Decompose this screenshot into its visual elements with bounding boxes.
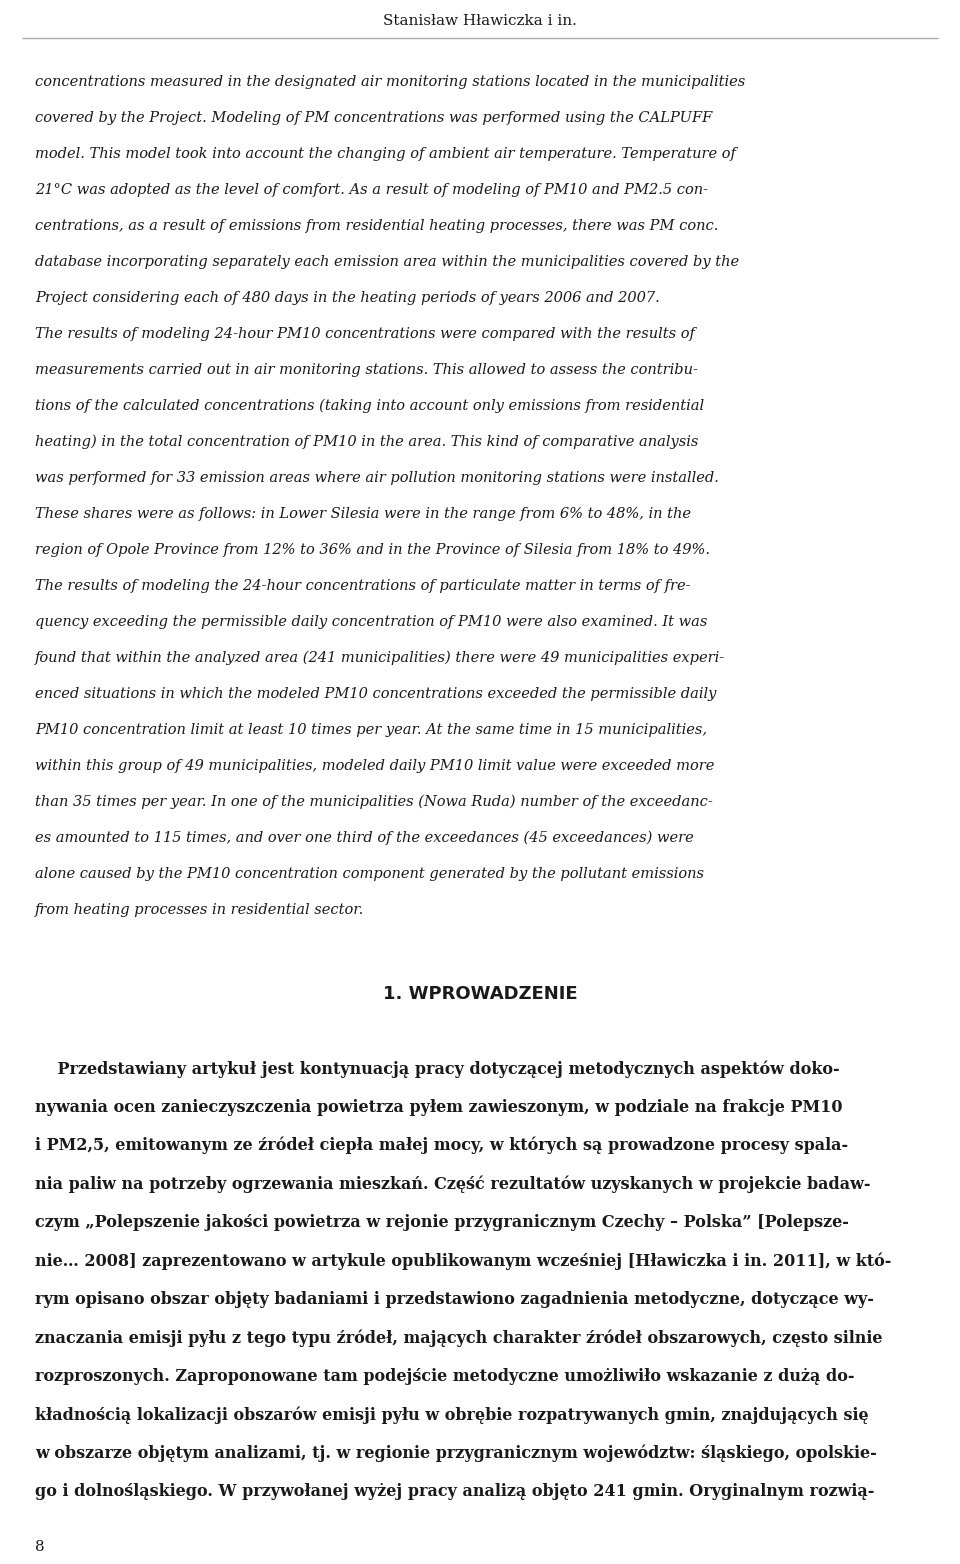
- Text: es amounted to 115 times, and over one third of the exceedances (45 exceedances): es amounted to 115 times, and over one t…: [35, 830, 694, 846]
- Text: 21°C was adopted as the level of comfort. As a result of modeling of PM10 and PM: 21°C was adopted as the level of comfort…: [35, 183, 708, 197]
- Text: Project considering each of 480 days in the heating periods of years 2006 and 20: Project considering each of 480 days in …: [35, 291, 660, 305]
- Text: measurements carried out in air monitoring stations. This allowed to assess the : measurements carried out in air monitori…: [35, 363, 698, 377]
- Text: nie… 2008] zaprezentowano w artykule opublikowanym wcześniej [Hławiczka i in. 20: nie… 2008] zaprezentowano w artykule opu…: [35, 1253, 892, 1270]
- Text: found that within the analyzed area (241 municipalities) there were 49 municipal: found that within the analyzed area (241…: [35, 651, 725, 665]
- Text: centrations, as a result of emissions from residential heating processes, there : centrations, as a result of emissions fr…: [35, 219, 718, 233]
- Text: w obszarze objętym analizami, tj. w regionie przygranicznym województw: śląskieg: w obszarze objętym analizami, tj. w regi…: [35, 1445, 876, 1462]
- Text: enced situations in which the modeled PM10 concentrations exceeded the permissib: enced situations in which the modeled PM…: [35, 687, 716, 701]
- Text: was performed for 33 emission areas where air pollution monitoring stations were: was performed for 33 emission areas wher…: [35, 471, 719, 485]
- Text: rym opisano obszar objęty badaniami i przedstawiono zagadnienia metodyczne, doty: rym opisano obszar objęty badaniami i pr…: [35, 1290, 874, 1308]
- Text: covered by the Project. Modeling of PM concentrations was performed using the CA: covered by the Project. Modeling of PM c…: [35, 111, 712, 125]
- Text: kładnością lokalizacji obszarów emisji pyłu w obrębie rozpatrywanych gmin, znajd: kładnością lokalizacji obszarów emisji p…: [35, 1406, 869, 1423]
- Text: database incorporating separately each emission area within the municipalities c: database incorporating separately each e…: [35, 255, 739, 269]
- Text: go i dolnośląskiego. W przywołanej wyżej pracy analizą objęto 241 gmin. Oryginal: go i dolnośląskiego. W przywołanej wyżej…: [35, 1484, 875, 1500]
- Text: region of Opole Province from 12% to 36% and in the Province of Silesia from 18%: region of Opole Province from 12% to 36%…: [35, 543, 710, 557]
- Text: alone caused by the PM10 concentration component generated by the pollutant emis: alone caused by the PM10 concentration c…: [35, 866, 704, 881]
- Text: tions of the calculated concentrations (taking into account only emissions from : tions of the calculated concentrations (…: [35, 399, 704, 413]
- Text: model. This model took into account the changing of ambient air temperature. Tem: model. This model took into account the …: [35, 147, 736, 161]
- Text: than 35 times per year. In one of the municipalities (Nowa Ruda) number of the e: than 35 times per year. In one of the mu…: [35, 795, 713, 810]
- Text: 1. WPROWADZENIE: 1. WPROWADZENIE: [383, 985, 577, 1003]
- Text: within this group of 49 municipalities, modeled daily PM10 limit value were exce: within this group of 49 municipalities, …: [35, 759, 714, 773]
- Text: These shares were as follows: in Lower Silesia were in the range from 6% to 48%,: These shares were as follows: in Lower S…: [35, 507, 691, 521]
- Text: The results of modeling 24-hour PM10 concentrations were compared with the resul: The results of modeling 24-hour PM10 con…: [35, 327, 695, 341]
- Text: znaczania emisji pyłu z tego typu źródeł, mających charakter źródeł obszarowych,: znaczania emisji pyłu z tego typu źródeł…: [35, 1329, 882, 1347]
- Text: Przedstawiany artykuł jest kontynuacją pracy dotyczącej metodycznych aspektów do: Przedstawiany artykuł jest kontynuacją p…: [35, 1060, 840, 1078]
- Text: rozproszonych. Zaproponowane tam podejście metodyczne umożliwiło wskazanie z duż: rozproszonych. Zaproponowane tam podejśc…: [35, 1368, 854, 1386]
- Text: nywania ocen zanieczyszczenia powietrza pyłem zawieszonym, w podziale na frakcje: nywania ocen zanieczyszczenia powietrza …: [35, 1098, 843, 1115]
- Text: from heating processes in residential sector.: from heating processes in residential se…: [35, 902, 364, 917]
- Text: The results of modeling the 24-hour concentrations of particulate matter in term: The results of modeling the 24-hour conc…: [35, 579, 690, 593]
- Text: concentrations measured in the designated air monitoring stations located in the: concentrations measured in the designate…: [35, 75, 745, 89]
- Text: i PM2,5, emitowanym ze źródeł ciepła małej mocy, w których są prowadzone procesy: i PM2,5, emitowanym ze źródeł ciepła mał…: [35, 1137, 848, 1154]
- Text: Stanisław Hławiczka i in.: Stanisław Hławiczka i in.: [383, 14, 577, 28]
- Text: 8: 8: [35, 1541, 44, 1555]
- Text: PM10 concentration limit at least 10 times per year. At the same time in 15 muni: PM10 concentration limit at least 10 tim…: [35, 723, 707, 737]
- Text: czym „Polepszenie jakości powietrza w rejonie przygranicznym Czechy – Polska” [P: czym „Polepszenie jakości powietrza w re…: [35, 1214, 849, 1231]
- Text: quency exceeding the permissible daily concentration of PM10 were also examined.: quency exceeding the permissible daily c…: [35, 615, 708, 629]
- Text: heating) in the total concentration of PM10 in the area. This kind of comparativ: heating) in the total concentration of P…: [35, 435, 698, 449]
- Text: nia paliw na potrzeby ogrzewania mieszkań. Część rezultatów uzyskanych w projekc: nia paliw na potrzeby ogrzewania mieszka…: [35, 1176, 871, 1193]
